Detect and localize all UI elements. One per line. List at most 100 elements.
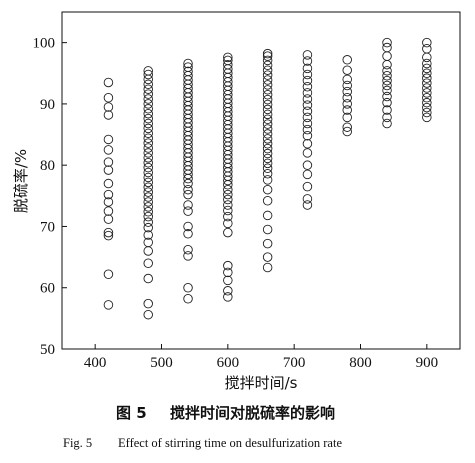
data-point [262, 148, 273, 159]
data-point [382, 97, 392, 108]
data-point [342, 74, 352, 85]
data-point [143, 206, 153, 217]
data-point [262, 195, 273, 206]
x-tick-label: 600 [217, 355, 240, 371]
data-point [262, 85, 273, 95]
data-point [262, 48, 273, 59]
data-point [143, 113, 153, 124]
data-point [223, 211, 233, 222]
data-point [103, 165, 114, 175]
data-point [422, 37, 432, 48]
data-point [342, 65, 352, 75]
data-point [103, 145, 114, 155]
data-point [223, 227, 233, 238]
data-point [302, 131, 313, 141]
data-point [422, 112, 432, 123]
data-point [342, 122, 352, 132]
data-point [262, 80, 273, 90]
data-point [262, 70, 273, 80]
data-point [143, 246, 153, 256]
data-point [262, 262, 273, 273]
data-point [262, 134, 273, 144]
data-point [143, 217, 153, 227]
data-point [382, 85, 392, 96]
data-point [382, 118, 392, 129]
data-point [302, 106, 313, 117]
data-point [103, 300, 114, 310]
data-point [183, 184, 193, 195]
data-point [183, 206, 193, 216]
data-point [183, 294, 193, 304]
data-point [143, 94, 153, 104]
data-point [183, 221, 193, 232]
data-point [143, 197, 153, 207]
data-point [143, 74, 153, 85]
data-point [103, 134, 114, 145]
axis-ticks: 400 500 600 700 800 900 50 60 70 80 90 100 [33, 36, 439, 371]
data-point [382, 51, 392, 61]
data-point [183, 229, 193, 239]
y-tick-label: 70 [40, 219, 55, 235]
data-point [143, 211, 153, 222]
data-point [143, 104, 153, 114]
data-point [382, 70, 392, 81]
y-tick-label: 50 [40, 342, 55, 358]
data-point [143, 89, 153, 99]
data-point [302, 160, 313, 170]
data-point [183, 189, 193, 200]
data-point [302, 100, 313, 110]
data-point [342, 105, 352, 115]
data-point [422, 68, 432, 79]
data-point [223, 267, 233, 278]
data-point [302, 148, 313, 158]
data-point [422, 102, 432, 113]
data-point [103, 189, 114, 200]
data-point [183, 58, 193, 69]
data-point [302, 181, 313, 192]
data-point [143, 202, 153, 212]
data-point [143, 237, 153, 248]
data-point [262, 65, 273, 75]
data-point [143, 118, 153, 129]
data-point [223, 286, 233, 296]
data-point [143, 157, 153, 168]
data-point [422, 83, 432, 93]
data-point [103, 197, 114, 207]
data-point [143, 167, 153, 178]
data-point [382, 112, 392, 123]
data-point [143, 153, 153, 163]
data-point [262, 163, 273, 173]
y-tick-label: 90 [40, 97, 55, 113]
caption-cn-title: 搅拌时间对脱硫率的影响 [170, 404, 335, 422]
data-point [143, 79, 153, 90]
x-tick-label: 500 [150, 355, 173, 371]
data-point [262, 175, 273, 185]
data-point [262, 104, 273, 115]
data-point [143, 128, 153, 139]
data-point [262, 114, 273, 124]
data-point [183, 200, 193, 210]
data-point [103, 206, 114, 216]
data-point [143, 230, 153, 240]
data-point [103, 110, 114, 120]
data-point [103, 157, 114, 167]
data-point [223, 189, 233, 200]
data-point [262, 55, 273, 66]
data-point [262, 153, 273, 164]
data-point [302, 88, 313, 98]
data-point [223, 275, 233, 286]
data-point [183, 251, 193, 261]
data-point [143, 273, 153, 284]
data-point [183, 178, 193, 189]
data-point [223, 55, 233, 66]
data-point [183, 62, 193, 72]
data-point [302, 94, 313, 104]
data-point [342, 80, 352, 91]
data-point [422, 78, 432, 88]
data-point [382, 42, 392, 53]
data-point [143, 162, 153, 173]
data-point [302, 56, 313, 66]
data-point [183, 66, 193, 77]
